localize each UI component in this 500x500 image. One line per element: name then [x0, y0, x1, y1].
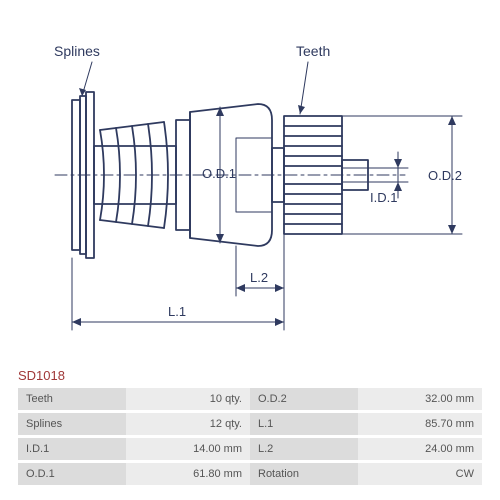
spec-label: L.2 [250, 438, 358, 460]
spec-value: 32.00 mm [358, 388, 482, 410]
spec-label: Rotation [250, 463, 358, 485]
spec-value: 12 qty. [126, 413, 250, 435]
od1-label: O.D.1 [202, 166, 236, 181]
spec-value: 85.70 mm [358, 413, 482, 435]
spec-label: O.D.1 [18, 463, 126, 485]
technical-drawing: Splines Teeth O.D.1 I.D.1 O.D.2 L.2 L.1 [0, 0, 500, 360]
specs-table: Teeth 10 qty. O.D.2 32.00 mm Splines 12 … [18, 388, 482, 488]
spec-label: O.D.2 [250, 388, 358, 410]
l1-label: L.1 [168, 304, 186, 319]
od2-label: O.D.2 [428, 168, 462, 183]
splines-label: Splines [54, 43, 100, 59]
id1-label: I.D.1 [370, 190, 397, 205]
table-row: O.D.1 61.80 mm Rotation CW [18, 463, 482, 485]
teeth-label: Teeth [296, 43, 330, 59]
spec-value: 10 qty. [126, 388, 250, 410]
spec-label: Splines [18, 413, 126, 435]
spec-value: 24.00 mm [358, 438, 482, 460]
spec-label: Teeth [18, 388, 126, 410]
spec-label: L.1 [250, 413, 358, 435]
page-container: Splines Teeth O.D.1 I.D.1 O.D.2 L.2 L.1 … [0, 0, 500, 500]
table-row: I.D.1 14.00 mm L.2 24.00 mm [18, 438, 482, 460]
l2-label: L.2 [250, 270, 268, 285]
drawing-svg: Splines Teeth O.D.1 I.D.1 O.D.2 L.2 L.1 [0, 0, 500, 360]
table-row: Splines 12 qty. L.1 85.70 mm [18, 413, 482, 435]
spec-value: 14.00 mm [126, 438, 250, 460]
spec-value: 61.80 mm [126, 463, 250, 485]
part-code: SD1018 [18, 368, 65, 383]
spec-value: CW [358, 463, 482, 485]
table-row: Teeth 10 qty. O.D.2 32.00 mm [18, 388, 482, 410]
spec-label: I.D.1 [18, 438, 126, 460]
